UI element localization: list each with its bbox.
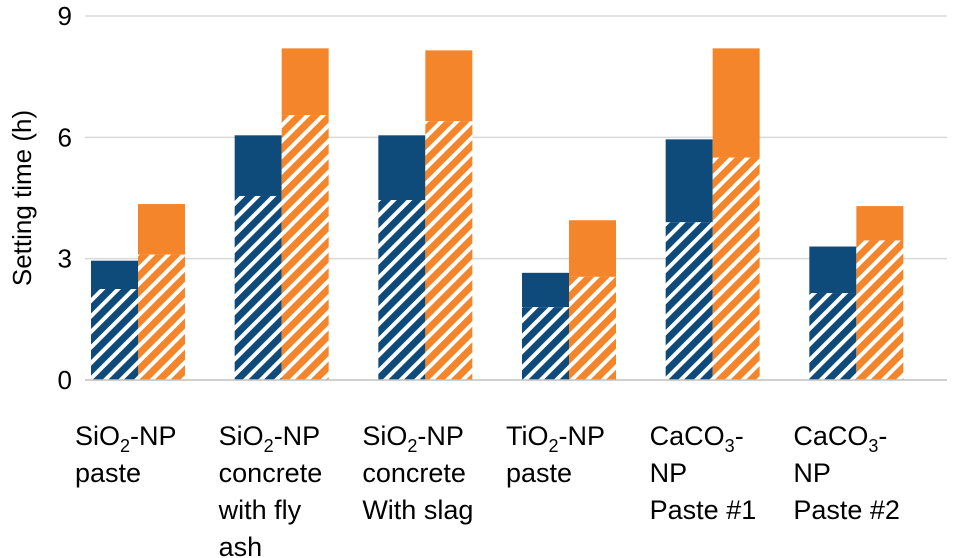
y-tick-label: 3 bbox=[58, 244, 72, 274]
category-label-line: concrete bbox=[219, 458, 323, 488]
blue-hatched-bar bbox=[91, 289, 138, 380]
category-label-line: Paste #1 bbox=[650, 495, 757, 525]
category-label-line: SiO2-NP bbox=[75, 421, 177, 456]
blue-hatched-bar bbox=[378, 200, 426, 380]
y-tick-label: 6 bbox=[58, 122, 72, 152]
y-tick-label: 0 bbox=[58, 365, 72, 395]
category-label-line: With slag bbox=[362, 495, 473, 525]
gridlines bbox=[85, 15, 947, 260]
blue-hatched-bar bbox=[809, 293, 857, 380]
category-label-line: ash bbox=[219, 532, 263, 558]
orange-solid-bar bbox=[281, 48, 329, 116]
blue-hatched-bar bbox=[234, 195, 282, 380]
orange-solid-bar bbox=[569, 220, 616, 277]
orange-hatched-bar bbox=[138, 254, 185, 380]
category-label-line: paste bbox=[75, 458, 141, 488]
category-label-line: NP bbox=[793, 458, 831, 488]
blue-solid-bar bbox=[665, 139, 713, 223]
category-label-line: Paste #2 bbox=[793, 495, 900, 525]
orange-solid-bar bbox=[712, 48, 760, 158]
category-label-line: CaCO3- bbox=[793, 421, 887, 456]
category-label-line: SiO2-NP bbox=[219, 421, 321, 456]
blue-solid-bar bbox=[378, 135, 426, 201]
blue-solid-bar bbox=[809, 246, 857, 294]
orange-hatched-bar bbox=[856, 240, 904, 380]
category-label-line: NP bbox=[650, 458, 688, 488]
category-label-line: TiO2-NP bbox=[506, 421, 605, 456]
orange-hatched-bar bbox=[281, 115, 329, 380]
orange-hatched-bar bbox=[712, 157, 760, 380]
blue-hatched-bar bbox=[665, 222, 713, 380]
orange-solid-bar bbox=[856, 206, 904, 241]
category-label-line: SiO2-NP bbox=[362, 421, 464, 456]
blue-solid-bar bbox=[234, 135, 282, 196]
blue-solid-bar bbox=[522, 272, 569, 308]
orange-hatched-bar bbox=[569, 276, 616, 380]
orange-hatched-bar bbox=[425, 121, 473, 381]
orange-solid-bar bbox=[138, 204, 185, 255]
category-label-line: concrete bbox=[362, 458, 466, 488]
blue-solid-bar bbox=[91, 260, 138, 289]
bars bbox=[91, 48, 904, 381]
y-axis-label: Setting time (h) bbox=[7, 110, 37, 286]
orange-solid-bar bbox=[425, 50, 473, 122]
category-label-line: paste bbox=[506, 458, 572, 488]
y-tick-label: 9 bbox=[58, 1, 72, 31]
category-label-line: with fly bbox=[218, 495, 302, 525]
category-label: CaCO3-NP Paste #2 bbox=[793, 421, 900, 525]
category-label-line: CaCO3- bbox=[650, 421, 744, 456]
category-label: CaCO3-NP Paste #1 bbox=[650, 421, 757, 525]
y-axis-ticks: 0 3 6 9 bbox=[58, 1, 72, 395]
blue-hatched-bar bbox=[522, 307, 569, 380]
